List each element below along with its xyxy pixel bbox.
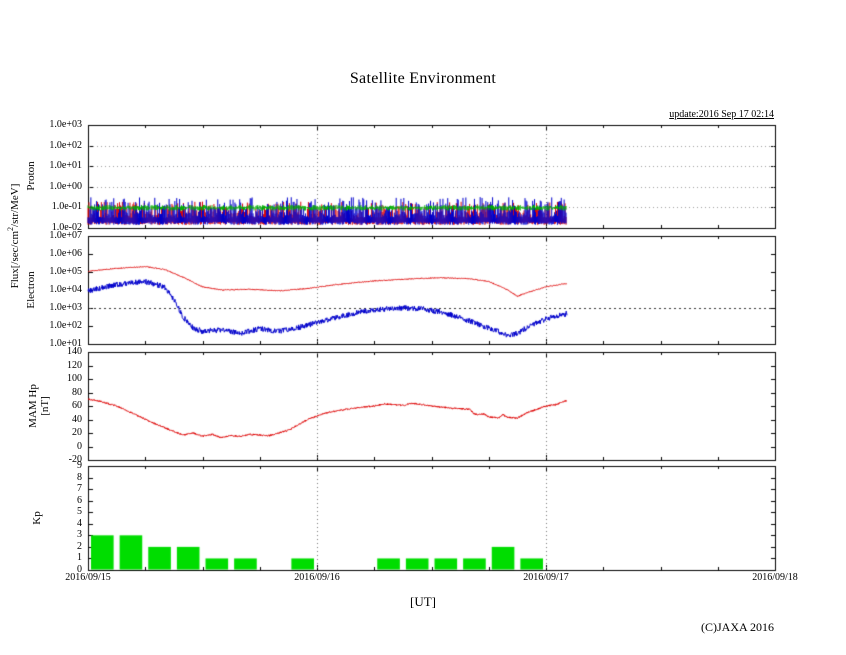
y-tick-label: 1.0e-02 — [51, 222, 82, 233]
y-tick-label: 0 — [77, 440, 82, 452]
y-tick-label: 1.0e+03 — [49, 119, 82, 130]
flux-axis-label-pre: Flux[/sec/cm — [8, 230, 21, 289]
y-tick-label: 6 — [77, 494, 82, 506]
y-tick-label: 100 — [67, 373, 82, 384]
y-tick-label: 7 — [77, 483, 82, 495]
y-tick-label: 20 — [72, 427, 82, 438]
flux-axis-label-post: /str/MeV] — [8, 183, 21, 227]
y-tick-label: 3 — [77, 529, 82, 541]
proton-axis-label: Proton — [25, 161, 37, 191]
y-tick-label: 1.0e+05 — [49, 266, 82, 277]
x-tick-label: 2016/09/15 — [65, 572, 111, 583]
mam-axis-label-line2: [nT] — [39, 396, 51, 416]
y-tick-label: 1.0e+06 — [49, 248, 82, 259]
y-tick-label: 1.0e+04 — [49, 284, 82, 295]
update-timestamp: update:2016 Sep 17 02:14 — [669, 109, 774, 120]
x-tick-label: 2016/09/17 — [523, 572, 569, 583]
x-axis-unit-label: [UT] — [410, 594, 436, 609]
y-tick-label: 1.0e-01 — [51, 201, 82, 213]
y-tick-label: 1.0e+03 — [49, 302, 82, 313]
y-tick-label: 5 — [77, 506, 82, 518]
y-tick-label: 1.0e+00 — [49, 180, 82, 192]
y-tick-label: 9 — [77, 460, 82, 471]
flux-axis-label-sup: 2 — [6, 226, 16, 231]
y-tick-label: 1.0e+02 — [49, 320, 82, 331]
electron-axis-label: Electron — [25, 271, 37, 309]
mam-axis-label: MAM Hp [nT] — [27, 384, 51, 428]
y-tick-label: 140 — [67, 346, 82, 357]
y-tick-label: 2 — [77, 540, 82, 552]
copyright-label: (C)JAXA 2016 — [700, 620, 774, 634]
x-tick-label: 2016/09/18 — [752, 572, 798, 583]
y-tick-label: -20 — [68, 454, 82, 465]
y-tick-label: 0 — [77, 564, 82, 575]
y-tick-label: 1.0e+02 — [49, 139, 82, 151]
mam-axis-label-line1: MAM Hp — [27, 384, 39, 428]
kp-axis-label: Kp — [31, 511, 43, 525]
y-tick-label: 1.0e+01 — [49, 160, 82, 172]
flux-axis-label: Flux[/sec/cm2/str/MeV] — [5, 184, 21, 289]
y-tick-label: 4 — [77, 517, 82, 529]
x-tick-label: 2016/09/16 — [294, 572, 340, 583]
y-tick-label: 40 — [72, 413, 82, 425]
y-tick-label: 60 — [72, 400, 82, 411]
page-title: Satellite Environment — [349, 70, 497, 87]
y-tick-label: 1.0e+01 — [49, 338, 82, 349]
y-tick-label: 8 — [77, 471, 82, 483]
y-tick-label: 80 — [72, 386, 82, 398]
y-tick-label: 1 — [77, 552, 82, 564]
y-tick-label: 120 — [67, 359, 82, 371]
y-tick-label: 1.0e+07 — [49, 230, 82, 241]
